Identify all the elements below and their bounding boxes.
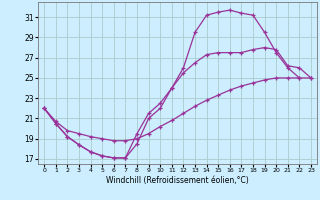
X-axis label: Windchill (Refroidissement éolien,°C): Windchill (Refroidissement éolien,°C) bbox=[106, 176, 249, 185]
